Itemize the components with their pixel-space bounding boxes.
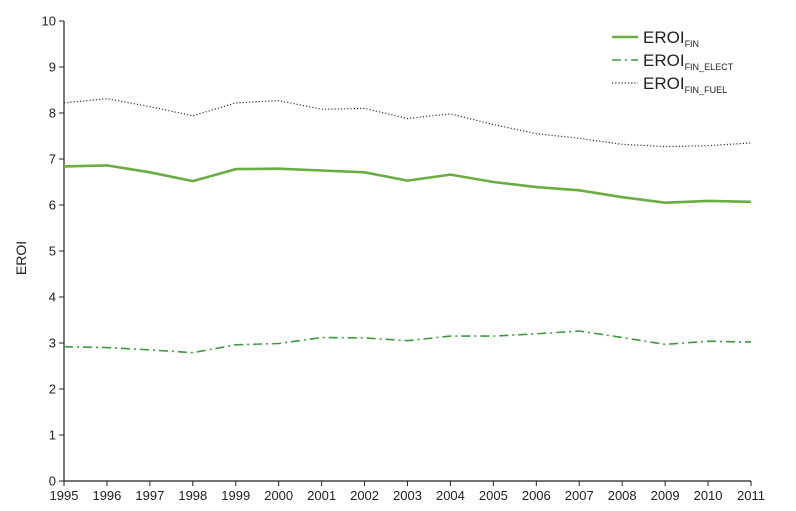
y-tick-label: 7: [49, 152, 56, 167]
y-tick-label: 1: [49, 428, 56, 443]
x-tick-label: 1999: [221, 488, 250, 503]
x-tick-label: 2006: [522, 488, 551, 503]
y-tick-label: 9: [49, 60, 56, 75]
x-tick-label: 2011: [737, 488, 765, 503]
x-axis-ticks: 1995 1996 1997 1998 1999 2000 2001 2002 2003 2004…: [50, 481, 765, 503]
y-tick-label: 0: [49, 474, 56, 489]
x-tick-label: 2003: [393, 488, 422, 503]
series-lines: [63, 98, 752, 354]
y-tick-label: 10: [42, 14, 56, 29]
y-tick-label: 2: [49, 382, 56, 397]
legend-label: EROIFIN_FUEL: [643, 74, 727, 95]
y-tick-label: 8: [49, 106, 56, 121]
legend-label: EROIFIN_ELECT: [643, 51, 734, 72]
x-tick-label: 2008: [608, 488, 637, 503]
x-tick-label: 2004: [436, 488, 465, 503]
x-tick-label: 2005: [479, 488, 508, 503]
x-tick-label: 2009: [651, 488, 680, 503]
series-line-eroi-fin: [63, 164, 752, 204]
x-tick-label: 1997: [135, 488, 164, 503]
x-tick-label: 2001: [307, 488, 336, 503]
series-line-eroi-fin-elect: [63, 330, 752, 354]
x-tick-label: 2000: [264, 488, 293, 503]
x-tick-label: 1995: [50, 488, 79, 503]
y-tick-label: 3: [49, 336, 56, 351]
legend-label: EROIFIN: [643, 28, 699, 49]
x-tick-label: 2010: [694, 488, 723, 503]
y-axis-title: EROI: [13, 241, 29, 275]
y-tick-label: 6: [49, 198, 56, 213]
x-tick-label: 1998: [178, 488, 207, 503]
y-axis-ticks: 0 1 2 3 4 5 6 7 8 9 10: [42, 14, 64, 489]
x-tick-label: 2002: [350, 488, 379, 503]
x-tick-label: 1996: [92, 488, 121, 503]
y-tick-label: 4: [49, 290, 56, 305]
series-line-eroi-fin-fuel: [63, 98, 752, 148]
x-tick-label: 2007: [565, 488, 594, 503]
y-tick-label: 5: [49, 244, 56, 259]
